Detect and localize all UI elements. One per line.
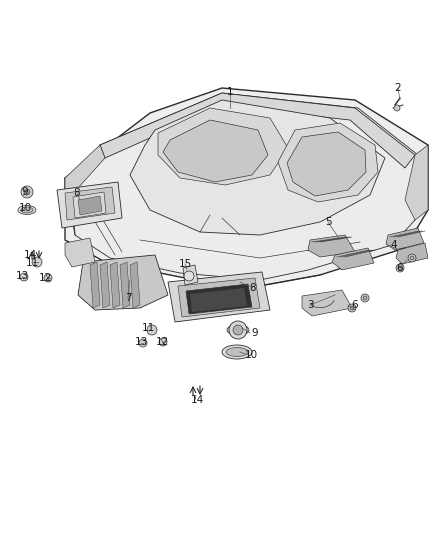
Circle shape [363,296,367,300]
Polygon shape [100,93,415,168]
Polygon shape [178,278,260,317]
Text: 10: 10 [18,203,32,213]
Circle shape [348,304,356,312]
Polygon shape [332,248,374,270]
Text: 6: 6 [397,263,403,273]
Polygon shape [386,228,424,250]
Polygon shape [130,100,385,235]
Polygon shape [396,243,428,264]
Circle shape [408,254,416,262]
Circle shape [159,338,167,346]
Polygon shape [405,145,428,220]
Polygon shape [65,187,115,220]
Text: 10: 10 [244,350,258,360]
Circle shape [184,271,194,281]
Polygon shape [78,255,168,310]
Ellipse shape [226,348,248,357]
Text: 6: 6 [352,300,358,310]
Text: 12: 12 [39,273,52,283]
Text: 14: 14 [23,250,37,260]
Text: 8: 8 [250,283,256,293]
Ellipse shape [18,206,36,214]
Polygon shape [302,290,352,316]
Circle shape [32,257,42,267]
Circle shape [44,274,52,282]
Text: 12: 12 [155,337,169,347]
Circle shape [410,256,414,260]
Polygon shape [130,262,140,308]
Text: 2: 2 [395,83,401,93]
Text: 9: 9 [22,187,28,197]
Polygon shape [163,120,268,182]
Polygon shape [287,132,366,196]
Polygon shape [100,262,110,308]
Polygon shape [183,265,198,285]
Ellipse shape [227,325,249,335]
Ellipse shape [222,345,252,359]
Text: 7: 7 [125,293,131,303]
Text: 15: 15 [178,259,192,269]
Polygon shape [90,262,100,308]
Polygon shape [190,288,247,312]
Polygon shape [72,93,418,280]
Circle shape [361,294,369,302]
Polygon shape [308,235,355,257]
Polygon shape [278,123,378,202]
Text: 1: 1 [227,87,233,97]
Circle shape [233,325,243,335]
Polygon shape [57,182,122,228]
Polygon shape [65,88,428,285]
Text: 11: 11 [25,258,39,268]
Polygon shape [158,108,288,185]
Polygon shape [73,192,106,218]
Polygon shape [65,238,95,267]
Circle shape [147,325,157,335]
Text: 8: 8 [74,188,80,198]
Polygon shape [168,272,270,322]
Circle shape [396,264,404,272]
Ellipse shape [21,207,33,213]
Text: 3: 3 [307,300,313,310]
Text: 14: 14 [191,395,204,405]
Circle shape [20,273,28,281]
Text: 11: 11 [141,323,155,333]
Text: 13: 13 [15,271,28,281]
Circle shape [398,266,402,270]
Polygon shape [78,196,102,215]
Text: 13: 13 [134,337,148,347]
Circle shape [24,189,30,195]
Text: 9: 9 [252,328,258,338]
Text: 4: 4 [391,240,397,250]
Polygon shape [120,262,130,308]
Circle shape [350,306,354,310]
Polygon shape [186,284,252,314]
Polygon shape [110,262,120,308]
Circle shape [21,186,33,198]
Circle shape [394,105,400,111]
Circle shape [139,339,147,347]
Circle shape [229,321,247,339]
Text: 5: 5 [325,217,331,227]
Polygon shape [65,145,105,195]
